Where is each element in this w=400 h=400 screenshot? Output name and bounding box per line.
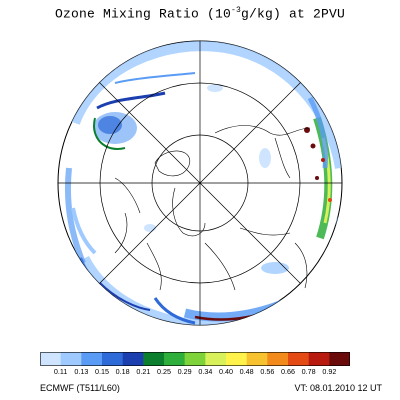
colorbar-tick-label: 0.92: [322, 367, 337, 376]
colorbar-swatch: [102, 352, 123, 366]
colorbar-swatch: [164, 352, 185, 366]
colorbar-tick-label: 0.40: [219, 367, 233, 376]
colorbar-swatch: [205, 352, 227, 366]
colorbar-border: [40, 352, 350, 366]
colorbar-swatch: [308, 352, 330, 366]
colorbar-tick-label: 0.48: [239, 367, 254, 376]
colorbar-swatch: [246, 352, 268, 366]
colorbar-tick-label: 0.11: [53, 367, 68, 376]
colorbar-swatch: [40, 352, 61, 366]
graticule: [58, 41, 342, 325]
map-title: Ozone Mixing Ratio (10-3g/kg) at 2PVU: [54, 6, 346, 22]
coastlines: [114, 125, 311, 291]
colorbar-tick-label: 0.34: [198, 367, 213, 376]
model-label: ECMWF (T511/L60): [40, 383, 120, 393]
colorbar-swatch: [329, 352, 350, 366]
colorbar-tick-labels: 0.11 0.13 0.15 0.18 0.21 0.25 0.29 0.34 0.40 0.48…: [40, 367, 350, 377]
colorbar-swatch: [143, 352, 165, 366]
colorbar-swatch: [60, 352, 82, 366]
colorbar-tick-label: 0.25: [157, 367, 171, 376]
colorbar-swatch: [288, 352, 309, 366]
colorbar-swatch: [122, 352, 144, 366]
colorbar-tick-label: 0.15: [95, 367, 109, 376]
colorbar-tick-label: 0.29: [177, 367, 192, 376]
colorbar-tick-label: 0.78: [301, 367, 316, 376]
colorbar: [40, 352, 350, 366]
colorbar-swatch: [226, 352, 247, 366]
colorbar-tick-label: 0.56: [260, 367, 275, 376]
colorbar-tick-label: 0.13: [74, 367, 89, 376]
valid-time-label: VT: 08.01.2010 12 UT: [294, 383, 382, 393]
polar-map: [57, 40, 343, 326]
colorbar-swatch: [267, 352, 289, 366]
colorbar-swatch: [81, 352, 103, 366]
colorbar-tick-label: 0.21: [136, 367, 151, 376]
colorbar-tick-label: 0.66: [281, 367, 295, 376]
colorbar-swatch: [184, 352, 206, 366]
colorbar-tick-label: 0.18: [115, 367, 130, 376]
